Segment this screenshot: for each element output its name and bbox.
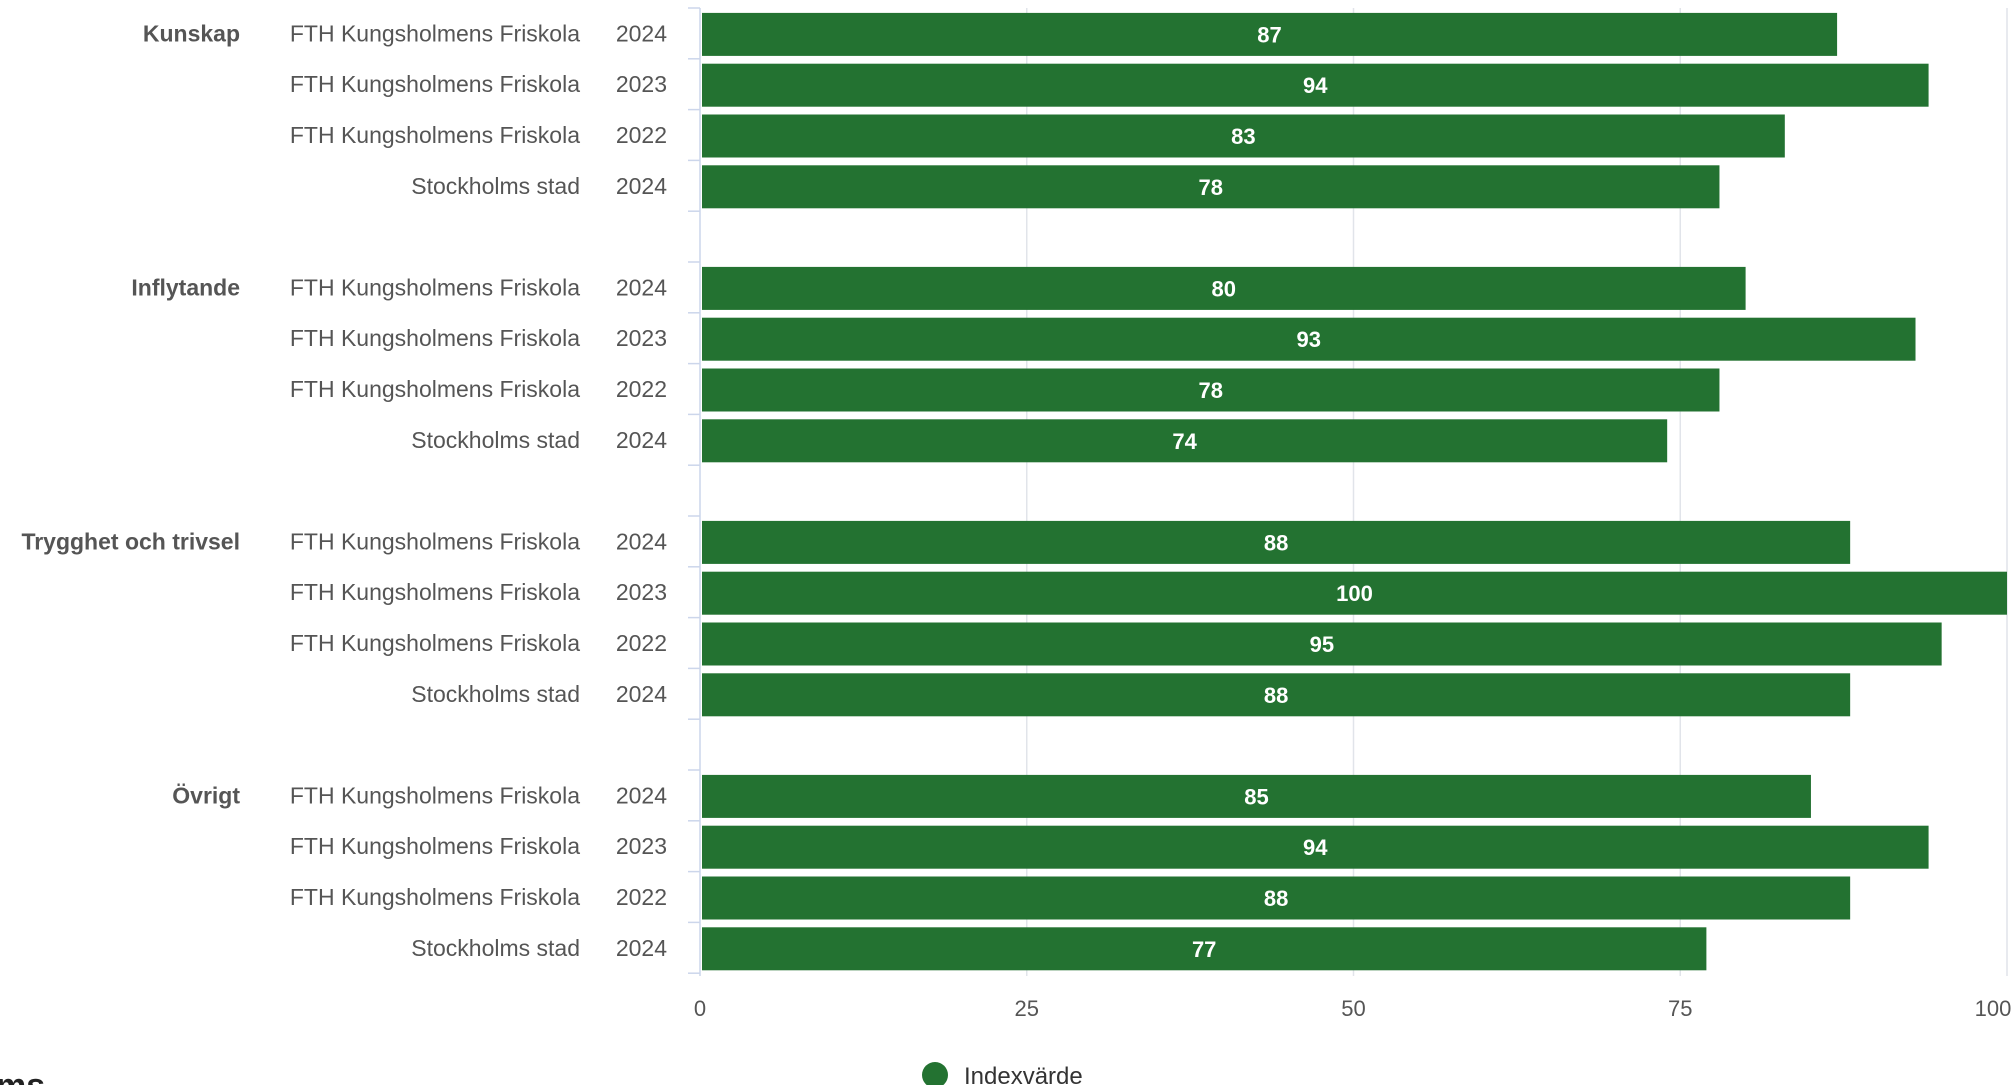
bar-value-label: 77	[1192, 937, 1216, 962]
school-label: Stockholms stad	[411, 681, 580, 707]
bar-2-2[interactable]	[702, 622, 1942, 666]
x-tick-label-0: 0	[694, 996, 706, 1021]
x-tick-label-75: 75	[1668, 996, 1692, 1021]
school-label: FTH Kungsholmens Friskola	[290, 630, 580, 656]
school-label: FTH Kungsholmens Friskola	[290, 833, 580, 859]
bar-3-1[interactable]	[702, 825, 1929, 869]
year-label: 2022	[616, 376, 667, 402]
school-label: FTH Kungsholmens Friskola	[290, 528, 580, 554]
school-label: FTH Kungsholmens Friskola	[290, 122, 580, 148]
year-label: 2023	[616, 579, 667, 605]
year-label: 2024	[616, 427, 667, 453]
year-label: 2024	[616, 935, 667, 961]
year-label: 2024	[616, 681, 667, 707]
school-label: FTH Kungsholmens Friskola	[290, 325, 580, 351]
bar-value-label: 78	[1198, 175, 1222, 200]
legend[interactable]: Indexvärde	[922, 1062, 1083, 1085]
x-tick-label-100: 100	[1975, 996, 2012, 1021]
bar-value-label: 95	[1310, 632, 1334, 657]
bar-value-label: 87	[1257, 22, 1281, 47]
bar-value-label: 94	[1303, 835, 1328, 860]
year-label: 2024	[616, 782, 667, 808]
bar-value-label: 100	[1336, 581, 1373, 606]
school-label: FTH Kungsholmens Friskola	[290, 782, 580, 808]
bar-1-1[interactable]	[702, 317, 1916, 361]
year-label: 2022	[616, 630, 667, 656]
bar-1-2[interactable]	[702, 368, 1720, 412]
legend-marker-icon[interactable]	[922, 1062, 948, 1085]
bar-0-2[interactable]	[702, 114, 1785, 158]
x-axis: 0 25 50 75 100	[688, 7, 2012, 1021]
school-label: FTH Kungsholmens Friskola	[290, 20, 580, 46]
year-label: 2023	[616, 325, 667, 351]
year-label: 2024	[616, 528, 667, 554]
bars: 87 94 83 78 80 93 78 74 88 100 95 88 85 94 88 77	[702, 12, 2007, 971]
logo-fragment: ms	[0, 1067, 45, 1085]
school-label: Stockholms stad	[411, 173, 580, 199]
bar-value-label: 88	[1264, 530, 1288, 555]
bar-1-0[interactable]	[702, 266, 1746, 310]
school-label: FTH Kungsholmens Friskola	[290, 579, 580, 605]
bar-0-1[interactable]	[702, 63, 1929, 107]
bar-3-0[interactable]	[702, 774, 1811, 818]
year-label: 2023	[616, 71, 667, 97]
year-label: 2022	[616, 884, 667, 910]
bar-value-label: 78	[1198, 378, 1222, 403]
bar-value-label: 88	[1264, 886, 1288, 911]
year-label: 2024	[616, 20, 667, 46]
year-label: 2023	[616, 833, 667, 859]
bar-3-2[interactable]	[702, 876, 1851, 920]
row-labels: FTH Kungsholmens Friskola 2024 Kunskap FTH …	[21, 20, 667, 960]
school-label: FTH Kungsholmens Friskola	[290, 884, 580, 910]
bar-2-1[interactable]	[702, 571, 2007, 615]
bar-value-label: 88	[1264, 683, 1288, 708]
category-label: Trygghet och trivsel	[21, 528, 240, 554]
bar-0-0[interactable]	[702, 12, 1838, 56]
bar-value-label: 93	[1297, 327, 1321, 352]
bar-2-0[interactable]	[702, 520, 1851, 564]
year-label: 2024	[616, 173, 667, 199]
bar-3-3[interactable]	[702, 927, 1707, 971]
bar-value-label: 85	[1244, 784, 1268, 809]
bar-value-label: 83	[1231, 124, 1255, 149]
x-tick-label-50: 50	[1341, 996, 1365, 1021]
bar-0-3[interactable]	[702, 165, 1720, 209]
legend-label[interactable]: Indexvärde	[964, 1063, 1083, 1085]
school-label: Stockholms stad	[411, 427, 580, 453]
category-label: Inflytande	[131, 274, 240, 300]
school-label: Stockholms stad	[411, 935, 580, 961]
bar-1-3[interactable]	[702, 419, 1668, 463]
school-label: FTH Kungsholmens Friskola	[290, 274, 580, 300]
school-label: FTH Kungsholmens Friskola	[290, 376, 580, 402]
school-label: FTH Kungsholmens Friskola	[290, 71, 580, 97]
x-tick-label-25: 25	[1015, 996, 1039, 1021]
category-label: Övrigt	[172, 782, 240, 808]
year-label: 2022	[616, 122, 667, 148]
category-label: Kunskap	[143, 20, 240, 46]
bar-value-label: 80	[1212, 276, 1236, 301]
year-label: 2024	[616, 274, 667, 300]
bar-value-label: 94	[1303, 73, 1328, 98]
bar-value-label: 74	[1172, 429, 1197, 454]
bar-2-3[interactable]	[702, 673, 1851, 717]
